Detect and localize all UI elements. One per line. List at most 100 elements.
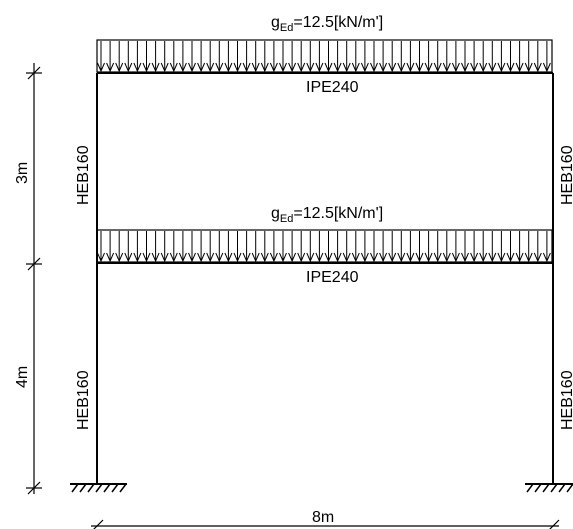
- beam-label-top: IPE240: [306, 79, 359, 96]
- load-arrow: [97, 41, 105, 73]
- load-label-middle: gEd=12.5[kN/m']: [271, 205, 383, 225]
- load-arrow: [533, 41, 542, 73]
- load-arrow: [324, 41, 333, 73]
- load-arrow: [497, 231, 506, 263]
- load-block-top: [96, 39, 553, 73]
- load-arrow: [451, 231, 460, 263]
- load-arrow: [324, 231, 333, 263]
- vertical-dimension: [26, 63, 42, 495]
- load-arrow: [488, 41, 497, 73]
- load-arrow: [370, 231, 378, 263]
- column-label-upper-left: HEB160: [75, 145, 92, 205]
- load-arrow: [451, 41, 460, 73]
- load-arrow: [133, 231, 142, 263]
- load-arrow: [506, 41, 515, 73]
- load-arrow: [297, 41, 306, 73]
- load-arrow: [288, 231, 297, 263]
- load-arrow: [424, 41, 433, 73]
- dimension-span: 8m: [312, 509, 334, 526]
- load-arrow: [388, 231, 397, 263]
- load-arrow: [124, 231, 133, 263]
- load-arrow: [515, 41, 524, 73]
- load-arrow: [169, 41, 178, 73]
- load-arrow: [333, 41, 342, 73]
- load-arrow: [233, 231, 242, 263]
- load-arrow: [188, 231, 196, 263]
- load-arrow: [151, 231, 160, 263]
- load-arrow: [178, 231, 187, 263]
- load-arrow: [524, 41, 533, 73]
- load-arrow: [497, 41, 506, 73]
- column-label-lower-right: HEB160: [559, 370, 573, 430]
- load-arrow: [260, 41, 269, 73]
- load-arrows-top: [97, 41, 551, 73]
- load-arrow: [542, 41, 551, 73]
- load-arrow: [206, 41, 215, 73]
- load-arrow: [488, 231, 497, 263]
- load-arrow: [406, 41, 415, 73]
- load-arrow: [360, 41, 369, 73]
- load-arrow: [470, 41, 479, 73]
- load-arrow: [442, 231, 451, 263]
- fixed-support-left: [70, 483, 127, 493]
- load-arrow: [215, 231, 224, 263]
- load-arrow: [360, 231, 369, 263]
- load-arrow: [251, 41, 260, 73]
- load-arrow: [315, 41, 324, 73]
- load-arrow: [433, 41, 442, 73]
- load-arrow: [515, 231, 524, 263]
- load-arrow: [479, 231, 488, 263]
- load-arrow: [242, 231, 251, 263]
- load-arrow: [297, 231, 306, 263]
- load-arrow: [533, 231, 542, 263]
- load-label-top: gEd=12.5[kN/m']: [271, 14, 383, 34]
- load-arrow: [269, 41, 278, 73]
- dimension-lower-storey: 4m: [14, 366, 31, 388]
- load-arrow: [479, 41, 488, 73]
- load-arrow: [351, 41, 360, 73]
- load-arrows-middle: [97, 231, 551, 263]
- load-arrow: [197, 231, 206, 263]
- load-arrow: [415, 231, 424, 263]
- load-arrow: [215, 41, 224, 73]
- load-arrow: [279, 41, 287, 73]
- distributed-load-top: [96, 39, 553, 73]
- load-arrow: [151, 41, 160, 73]
- distributed-load-middle: [96, 229, 553, 263]
- load-arrow: [169, 231, 178, 263]
- load-arrow: [306, 41, 315, 73]
- load-arrow: [133, 41, 142, 73]
- load-arrow: [542, 231, 551, 263]
- load-arrow: [424, 231, 433, 263]
- load-arrow: [379, 41, 388, 73]
- load-arrow: [279, 231, 287, 263]
- load-arrow: [106, 41, 115, 73]
- load-arrow: [142, 231, 151, 263]
- load-arrow: [206, 231, 215, 263]
- load-arrow: [97, 231, 105, 263]
- load-arrow: [415, 41, 424, 73]
- load-arrow: [233, 41, 242, 73]
- beam-label-middle: IPE240: [306, 269, 359, 286]
- load-arrow: [288, 41, 297, 73]
- load-arrow: [306, 231, 315, 263]
- load-arrow: [251, 231, 260, 263]
- load-arrow: [224, 41, 233, 73]
- load-arrow: [351, 231, 360, 263]
- load-arrow: [397, 41, 406, 73]
- load-arrow: [342, 41, 351, 73]
- load-arrow: [342, 231, 351, 263]
- load-arrow: [188, 41, 196, 73]
- load-arrow: [160, 231, 169, 263]
- load-arrow: [470, 231, 479, 263]
- load-block-middle: [96, 229, 553, 263]
- fixed-support-right: [525, 483, 573, 493]
- load-arrow: [524, 231, 533, 263]
- load-arrow: [370, 41, 378, 73]
- column-label-upper-right: HEB160: [559, 145, 573, 205]
- load-arrow: [406, 231, 415, 263]
- load-arrow: [461, 41, 469, 73]
- load-arrow: [442, 41, 451, 73]
- load-arrow: [388, 41, 397, 73]
